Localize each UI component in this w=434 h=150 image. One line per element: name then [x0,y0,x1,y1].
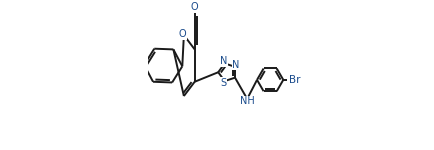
Text: N: N [232,60,239,70]
Text: S: S [220,78,226,88]
Text: O: O [191,2,198,12]
Text: Br: Br [288,75,299,85]
Text: N: N [219,56,227,66]
Text: O: O [178,29,186,39]
Text: NH: NH [240,96,254,106]
